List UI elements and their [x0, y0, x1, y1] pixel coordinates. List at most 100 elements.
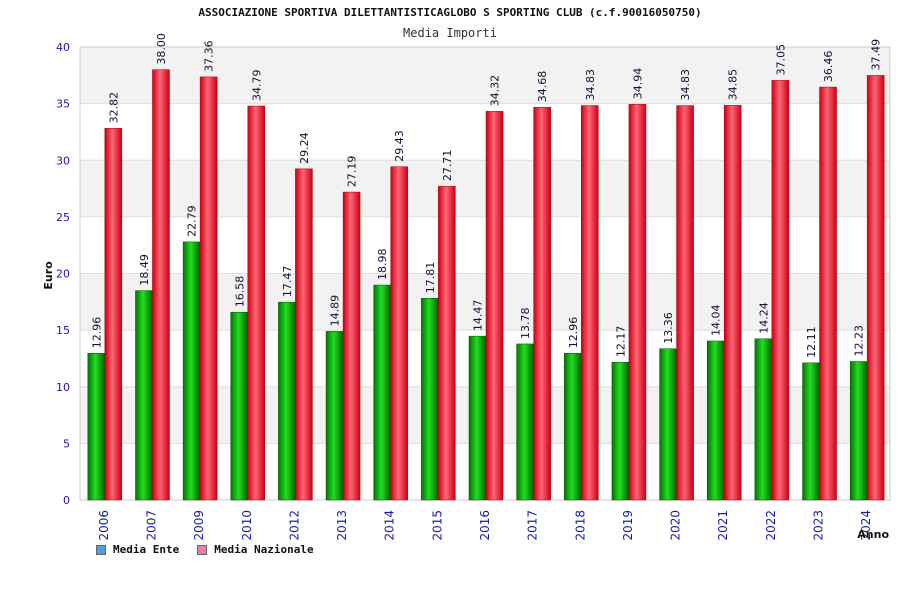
y-tick-label: 15	[56, 324, 70, 337]
bar-media-nazionale	[390, 166, 408, 501]
value-label-media-ente: 12.96	[567, 317, 580, 349]
value-label-media-ente: 14.89	[329, 295, 342, 327]
x-tick-label: 2013	[335, 510, 349, 541]
value-label-media-ente: 16.58	[233, 276, 246, 308]
x-tick-label: 2018	[573, 510, 587, 541]
value-label-media-nazionale: 34.32	[489, 75, 502, 107]
bar-media-ente	[230, 311, 249, 501]
bar-media-nazionale	[152, 69, 170, 501]
value-label-media-ente: 17.81	[424, 262, 437, 294]
value-label-media-nazionale: 29.43	[393, 130, 406, 162]
legend-swatch-ente	[96, 544, 106, 555]
value-label-media-ente: 17.47	[281, 266, 294, 298]
bar-media-nazionale	[438, 185, 456, 501]
value-label-media-ente: 14.24	[757, 302, 770, 334]
bar-media-nazionale	[581, 105, 599, 501]
value-label-media-nazionale: 37.05	[774, 44, 787, 76]
bar-media-nazionale	[628, 104, 647, 501]
bar-media-nazionale	[295, 168, 313, 501]
bar-media-ente	[849, 361, 868, 501]
chart-subtitle: Media Importi	[403, 26, 497, 40]
bar-media-ente	[802, 362, 820, 501]
bar-media-ente	[468, 335, 487, 501]
value-label-media-nazionale: 38.00	[155, 33, 168, 65]
value-label-media-nazionale: 34.79	[250, 70, 263, 102]
x-tick-label: 2015	[430, 510, 444, 541]
value-label-media-nazionale: 34.94	[631, 68, 644, 100]
value-label-media-ente: 22.79	[186, 205, 199, 237]
value-label-media-nazionale: 37.36	[203, 40, 216, 72]
bar-media-ente	[611, 361, 630, 501]
x-tick-label: 2012	[287, 510, 301, 541]
x-tick-label: 2017	[526, 510, 540, 541]
value-label-media-ente: 14.04	[710, 304, 723, 336]
y-tick-label: 35	[56, 98, 70, 111]
value-label-media-ente: 12.17	[614, 326, 627, 358]
chart-title: ASSOCIAZIONE SPORTIVA DILETTANTISTICAGLO…	[198, 6, 702, 19]
value-label-media-nazionale: 34.85	[727, 69, 740, 101]
x-tick-label: 2010	[240, 510, 254, 541]
bar-media-nazionale	[533, 106, 551, 501]
x-tick-label: 2009	[192, 510, 206, 541]
bar-media-nazionale	[104, 128, 123, 501]
plot-area: 0 5 10 15 20 25 30 35 40 Euro 12.96 32.82 2006 18.49 3…	[42, 33, 891, 541]
bar-media-ente	[516, 343, 534, 501]
value-label-media-ente: 12.23	[853, 325, 866, 357]
legend-label-nazionale: Media Nazionale	[214, 543, 314, 556]
value-label-media-ente: 13.36	[662, 312, 675, 344]
x-tick-label: 2014	[383, 510, 397, 541]
y-tick-label: 30	[56, 154, 70, 167]
bar-media-ente	[325, 331, 344, 501]
value-label-media-nazionale: 34.83	[679, 69, 692, 101]
y-tick-label: 10	[56, 381, 70, 394]
legend-item-ente: Media Ente	[96, 543, 179, 556]
bar-media-ente	[706, 340, 725, 501]
bar-media-nazionale	[676, 105, 694, 501]
value-label-media-ente: 13.78	[519, 307, 532, 339]
bar-media-ente	[135, 290, 153, 501]
bar-media-ente	[373, 284, 391, 501]
value-label-media-nazionale: 29.24	[298, 132, 311, 164]
y-tick-label: 0	[63, 494, 70, 507]
bar-media-nazionale	[485, 111, 504, 501]
x-tick-label: 2023	[812, 510, 826, 541]
bar-media-ente	[278, 301, 296, 501]
y-tick-label: 40	[56, 41, 70, 54]
bar-media-nazionale	[199, 76, 218, 501]
value-label-media-nazionale: 27.71	[441, 150, 454, 182]
x-tick-label: 2024	[859, 510, 873, 541]
y-tick-label: 20	[56, 268, 70, 281]
value-label-media-nazionale: 34.83	[584, 69, 597, 101]
value-label-media-nazionale: 32.82	[107, 92, 120, 124]
x-tick-label: 2022	[764, 510, 778, 541]
y-tick-label: 25	[56, 211, 70, 224]
value-label-media-ente: 18.98	[376, 249, 389, 281]
bar-media-ente	[421, 298, 439, 501]
legend-swatch-nazionale	[197, 544, 208, 555]
y-tick-label: 5	[63, 437, 70, 450]
value-label-media-ente: 14.47	[472, 300, 485, 332]
x-tick-label: 2020	[669, 510, 683, 541]
x-axis-label: Anno	[857, 528, 889, 541]
value-label-media-nazionale: 27.19	[346, 156, 359, 188]
value-label-media-ente: 12.96	[90, 317, 103, 349]
x-tick-label: 2016	[478, 510, 492, 541]
x-tick-label: 2019	[621, 510, 635, 541]
x-tick-label: 2007	[144, 510, 158, 541]
x-tick-label: 2006	[97, 510, 111, 541]
bar-media-ente	[87, 352, 106, 501]
bar-media-nazionale	[819, 86, 837, 501]
bar-media-ente	[754, 338, 773, 501]
bar-media-nazionale	[723, 105, 742, 501]
value-label-media-ente: 12.11	[805, 326, 818, 358]
value-label-media-nazionale: 37.49	[870, 39, 883, 71]
bar-media-nazionale	[247, 105, 266, 501]
bar-media-ente	[564, 352, 582, 501]
y-axis-label: Euro	[42, 261, 55, 290]
x-tick-label: 2021	[716, 510, 730, 541]
value-label-media-ente: 18.49	[138, 254, 151, 286]
legend-label-ente: Media Ente	[113, 543, 180, 556]
bar-media-nazionale	[771, 80, 790, 501]
